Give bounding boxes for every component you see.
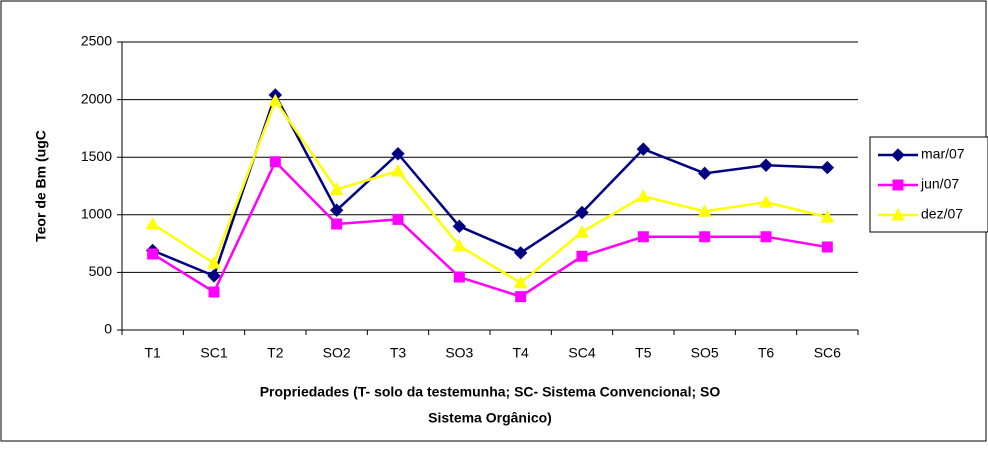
marker <box>207 256 221 269</box>
x-tick-label: SO2 <box>323 345 351 361</box>
marker <box>575 205 589 220</box>
y-tick-label: 0 <box>104 321 112 337</box>
marker <box>453 271 465 283</box>
y-tick-label: 2500 <box>81 33 112 49</box>
x-tick-label: T1 <box>144 345 161 361</box>
x-axis-title: Propriedades (T- solo da testemunha; SC-… <box>260 384 721 400</box>
x-tick-label: T4 <box>512 345 529 361</box>
marker <box>759 195 773 208</box>
legend-label: dez/07 <box>921 206 963 222</box>
x-axis-title: Sistema Orgânico) <box>428 410 552 426</box>
marker <box>760 231 772 243</box>
marker <box>759 158 773 172</box>
legend-marker <box>892 179 904 191</box>
marker <box>208 286 220 298</box>
marker <box>697 204 712 217</box>
legend-marker <box>891 207 905 221</box>
x-tick-label: SC4 <box>568 345 595 361</box>
marker <box>699 231 711 243</box>
x-tick-label: SC6 <box>814 345 841 361</box>
marker <box>821 241 833 253</box>
marker <box>147 248 159 260</box>
marker <box>391 147 405 161</box>
marker <box>637 231 649 243</box>
marker <box>145 216 160 230</box>
marker <box>391 163 405 177</box>
marker <box>392 213 404 225</box>
y-tick-label: 1500 <box>81 148 112 164</box>
marker <box>636 189 651 202</box>
marker <box>575 225 589 238</box>
x-tick-label: T5 <box>635 345 652 361</box>
x-tick-label: SO3 <box>445 345 473 361</box>
y-axis-title: Teor de Bm (ugC <box>33 130 49 242</box>
marker <box>331 218 343 230</box>
marker <box>269 156 281 168</box>
marker <box>820 160 835 175</box>
marker <box>576 250 588 262</box>
y-tick-label: 500 <box>89 263 113 279</box>
marker <box>513 246 528 260</box>
series-line <box>152 159 828 298</box>
x-tick-label: T2 <box>267 345 284 361</box>
marker <box>329 203 344 217</box>
legend-label: jun/07 <box>920 176 959 192</box>
x-tick-label: SO5 <box>691 345 719 361</box>
marker <box>515 291 527 303</box>
marker <box>452 219 467 234</box>
marker <box>820 210 835 223</box>
y-tick-label: 2000 <box>81 90 112 106</box>
series-line <box>151 98 828 285</box>
x-tick-label: SC1 <box>200 345 227 361</box>
marker <box>268 93 283 107</box>
marker <box>329 182 344 195</box>
marker <box>207 269 221 283</box>
x-tick-label: T6 <box>758 345 775 361</box>
x-tick-label: T3 <box>390 345 407 361</box>
legend-label: mar/07 <box>921 146 965 162</box>
marker <box>636 142 651 156</box>
marker <box>513 275 528 289</box>
legend-marker <box>891 148 905 162</box>
marker <box>452 238 467 252</box>
marker <box>697 166 712 181</box>
y-tick-label: 1000 <box>81 206 112 222</box>
